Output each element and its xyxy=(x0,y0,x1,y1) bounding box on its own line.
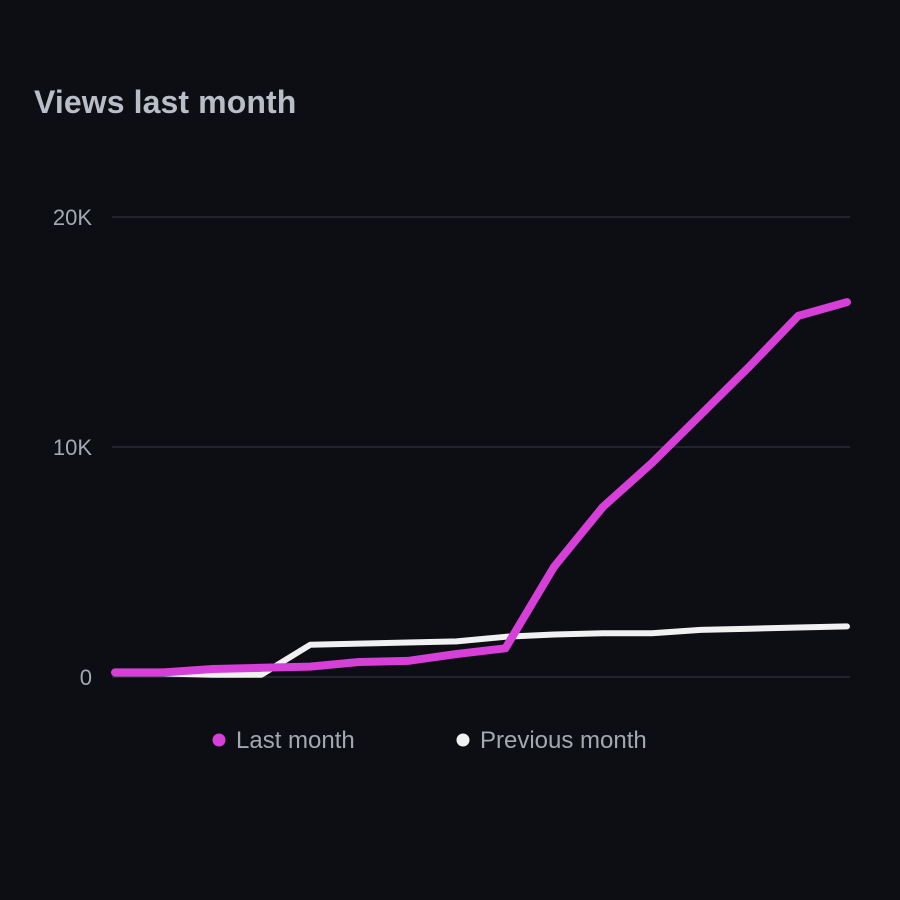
series-layer xyxy=(111,298,851,678)
legend-marker-icon xyxy=(456,733,470,747)
legend: Last month Previous month xyxy=(212,727,647,754)
y-tick-label: 0 xyxy=(80,665,92,690)
y-axis: 0 10K 20K xyxy=(53,205,92,690)
y-tick-label: 10K xyxy=(53,435,92,460)
y-tick-label: 20K xyxy=(53,205,92,230)
legend-label: Previous month xyxy=(480,727,647,754)
legend-marker-icon xyxy=(212,733,226,747)
grid-layer xyxy=(112,216,850,678)
chart-title: Views last month xyxy=(34,84,297,120)
legend-label: Last month xyxy=(236,727,355,754)
series-line-last-month xyxy=(111,298,851,677)
series-line-previous-month xyxy=(112,623,850,678)
legend-item-previous-month[interactable]: Previous month xyxy=(456,727,647,754)
legend-item-last-month[interactable]: Last month xyxy=(212,727,355,754)
